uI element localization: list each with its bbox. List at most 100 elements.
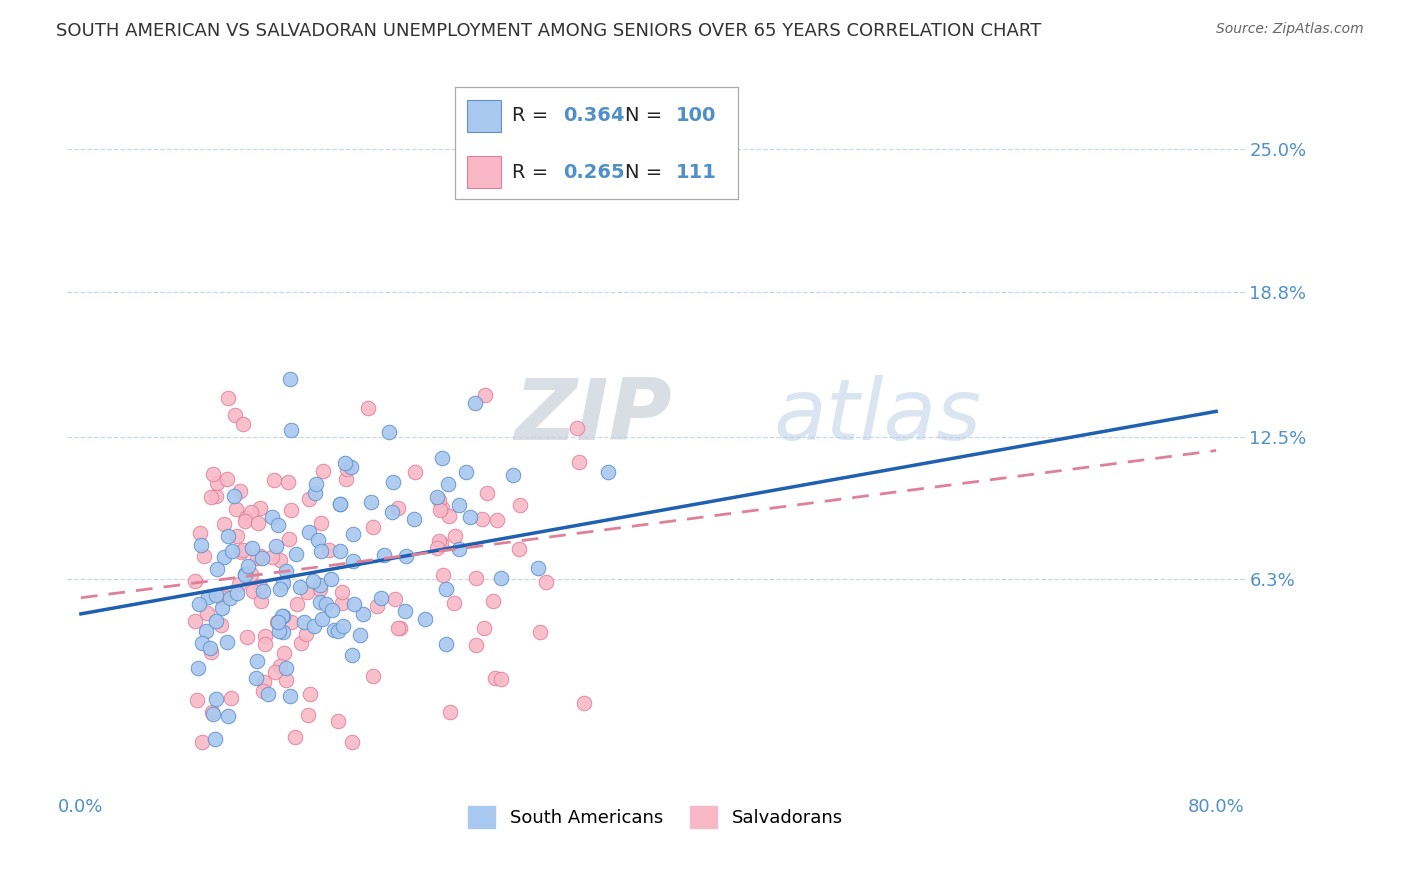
Point bbox=[198, 641, 221, 656]
Point bbox=[307, 533, 329, 548]
Point bbox=[304, 486, 326, 500]
Point bbox=[217, 635, 239, 649]
Point bbox=[263, 665, 285, 679]
Point bbox=[229, 484, 252, 499]
Point bbox=[330, 584, 353, 599]
Point bbox=[475, 486, 498, 500]
Point bbox=[572, 696, 595, 710]
Point bbox=[290, 636, 312, 650]
Text: SOUTH AMERICAN VS SALVADORAN UNEMPLOYMENT AMONG SENIORS OVER 65 YEARS CORRELATIO: SOUTH AMERICAN VS SALVADORAN UNEMPLOYMEN… bbox=[56, 22, 1042, 40]
Point bbox=[292, 615, 315, 629]
Point bbox=[319, 572, 342, 586]
Point bbox=[311, 464, 333, 478]
Point bbox=[195, 606, 218, 620]
Point bbox=[489, 571, 512, 585]
Point bbox=[256, 688, 278, 702]
Point bbox=[326, 714, 349, 729]
Point bbox=[245, 671, 267, 685]
Point bbox=[205, 475, 228, 490]
Point bbox=[187, 597, 209, 611]
Point bbox=[263, 474, 285, 488]
Point bbox=[430, 501, 453, 516]
Point bbox=[474, 388, 496, 402]
Point bbox=[413, 612, 436, 626]
Point bbox=[366, 599, 388, 613]
Point bbox=[529, 625, 551, 640]
Point bbox=[249, 549, 271, 563]
Point bbox=[209, 590, 232, 604]
Point bbox=[217, 709, 239, 723]
Point bbox=[276, 564, 298, 578]
Point bbox=[200, 645, 222, 659]
Point bbox=[471, 512, 494, 526]
Point bbox=[311, 611, 333, 625]
Point bbox=[201, 705, 224, 719]
Point bbox=[269, 582, 291, 596]
Point bbox=[254, 629, 277, 643]
Point bbox=[508, 541, 530, 556]
Point bbox=[434, 582, 457, 596]
Point bbox=[321, 603, 343, 617]
Point bbox=[250, 593, 273, 607]
Point bbox=[427, 534, 450, 549]
Point bbox=[332, 618, 354, 632]
Text: Source: ZipAtlas.com: Source: ZipAtlas.com bbox=[1216, 22, 1364, 37]
Point bbox=[432, 568, 454, 582]
Point bbox=[322, 623, 344, 637]
Point bbox=[484, 671, 506, 685]
Point bbox=[204, 489, 226, 503]
Point bbox=[266, 615, 288, 630]
Point bbox=[329, 497, 352, 511]
Point bbox=[526, 560, 548, 574]
Point bbox=[233, 566, 256, 581]
Point bbox=[188, 525, 211, 540]
Point bbox=[205, 588, 228, 602]
Point bbox=[236, 558, 259, 573]
Point bbox=[295, 627, 318, 641]
Point bbox=[269, 624, 291, 639]
Point bbox=[267, 517, 290, 532]
Point bbox=[193, 549, 215, 563]
Point bbox=[187, 661, 209, 675]
Point bbox=[253, 674, 276, 689]
Point bbox=[298, 687, 321, 701]
Point bbox=[491, 673, 513, 687]
Point bbox=[315, 597, 337, 611]
Point bbox=[370, 591, 392, 606]
Point bbox=[249, 579, 271, 593]
Point bbox=[340, 735, 363, 749]
Point bbox=[264, 539, 287, 553]
Point bbox=[361, 520, 384, 534]
Point bbox=[304, 618, 326, 632]
Point bbox=[308, 595, 330, 609]
Point bbox=[280, 615, 302, 630]
Point bbox=[430, 536, 453, 550]
Point bbox=[225, 502, 247, 516]
Point bbox=[197, 590, 219, 604]
Point bbox=[280, 423, 302, 437]
Point bbox=[426, 541, 449, 555]
Point bbox=[309, 578, 332, 592]
Point bbox=[239, 567, 262, 582]
Point bbox=[328, 624, 350, 639]
Point bbox=[444, 529, 467, 543]
Point bbox=[246, 654, 269, 668]
Point bbox=[205, 615, 228, 629]
Point bbox=[260, 510, 283, 524]
Point bbox=[464, 638, 486, 652]
Point bbox=[439, 705, 461, 719]
Point bbox=[226, 529, 249, 543]
Point bbox=[486, 513, 509, 527]
Point bbox=[482, 594, 505, 608]
Point bbox=[202, 706, 225, 721]
Point bbox=[387, 621, 409, 635]
Point bbox=[252, 583, 274, 598]
Point bbox=[394, 605, 416, 619]
Point bbox=[183, 614, 205, 628]
Point bbox=[277, 475, 299, 490]
Point bbox=[242, 583, 264, 598]
Point bbox=[224, 408, 246, 422]
Point bbox=[342, 554, 364, 568]
Point bbox=[205, 692, 228, 706]
Point bbox=[430, 451, 453, 466]
